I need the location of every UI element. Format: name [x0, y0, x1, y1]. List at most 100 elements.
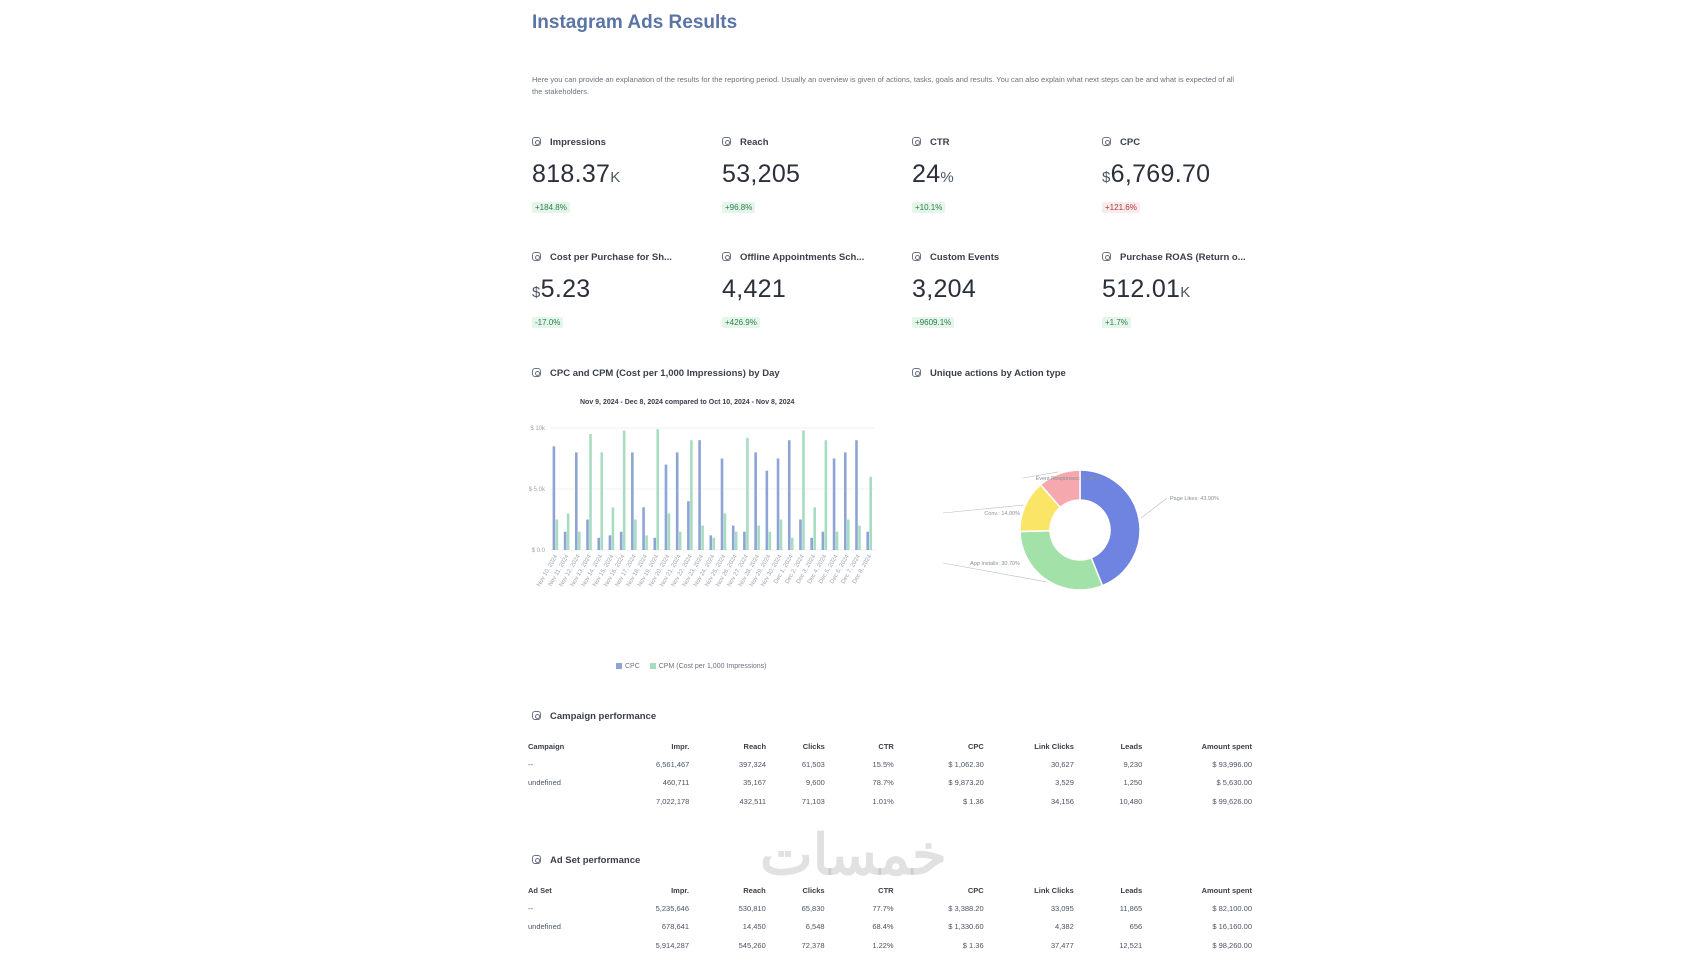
column-header[interactable]: Amount spent: [1201, 885, 1252, 895]
bar-cpm[interactable]: [746, 437, 749, 550]
bar-cpm[interactable]: [835, 531, 839, 550]
bar-cpc[interactable]: [821, 531, 825, 550]
kpi-label: Reach: [740, 137, 769, 148]
kpi-value: 24: [912, 160, 941, 188]
donut-slice-app-installs[interactable]: [1019, 529, 1104, 591]
bar-cpm[interactable]: [690, 440, 693, 550]
bar-cpc[interactable]: [631, 452, 634, 550]
bar-cpc[interactable]: [787, 440, 791, 550]
column-header[interactable]: Clicks: [802, 885, 825, 895]
column-header[interactable]: Leads: [1120, 885, 1143, 895]
column-header[interactable]: CTR: [878, 741, 894, 751]
bar-cpc[interactable]: [810, 537, 813, 550]
bar-cpm[interactable]: [779, 519, 783, 551]
bar-cpc[interactable]: [799, 519, 802, 551]
table-cell: --: [528, 903, 533, 913]
table-cell: 3,529: [1055, 778, 1074, 788]
bar-cpm[interactable]: [813, 507, 816, 550]
column-header[interactable]: Leads: [1120, 741, 1143, 751]
bar-cpc[interactable]: [653, 537, 657, 550]
legend-label-cpm: CPM (Cost per 1,000 Impressions): [658, 663, 767, 670]
bar-cpc[interactable]: [675, 452, 679, 550]
table-cell: 1,250: [1123, 778, 1143, 788]
bar-cpm[interactable]: [712, 537, 716, 550]
bar-cpm[interactable]: [701, 525, 704, 550]
bar-cpm[interactable]: [846, 519, 850, 551]
donut-slice-page-likes[interactable]: [1079, 469, 1141, 587]
column-header[interactable]: CTR: [878, 885, 894, 895]
column-header[interactable]: Link Clicks: [1034, 741, 1074, 751]
bar-cpm[interactable]: [757, 525, 760, 550]
bar-cpm[interactable]: [611, 507, 615, 550]
bar-cpm[interactable]: [790, 537, 794, 550]
kpi-card-ctr: CTR 24% +10.1%: [912, 137, 954, 215]
table-cell: $ 1,062.30: [948, 759, 984, 769]
bar-cpc[interactable]: [754, 452, 757, 550]
bar-cpm[interactable]: [645, 535, 648, 550]
bar-cpm[interactable]: [824, 440, 828, 550]
column-header[interactable]: CPC: [968, 741, 984, 751]
column-header[interactable]: Ad Set: [528, 885, 552, 895]
column-header[interactable]: Reach: [743, 741, 767, 751]
bar-cpc[interactable]: [642, 507, 645, 550]
bar-cpm[interactable]: [667, 513, 671, 550]
column-header[interactable]: Impr.: [671, 885, 689, 895]
bar-cpm[interactable]: [600, 452, 604, 550]
bar-cpm[interactable]: [566, 513, 570, 550]
table-row[interactable]: undefined 678,641 14,450 6,548 68.4% $ 1…: [524, 918, 1256, 937]
bar-cpc[interactable]: [720, 458, 724, 551]
column-header[interactable]: Reach: [743, 885, 766, 895]
bar-cpc[interactable]: [698, 440, 701, 550]
column-header[interactable]: Clicks: [802, 741, 825, 751]
bar-cpm[interactable]: [858, 525, 861, 550]
column-header[interactable]: Link Clicks: [1034, 885, 1074, 895]
donut-label: Event Responses: 11.40%: [1036, 476, 1101, 482]
donut-slice-event-responses[interactable]: [1039, 469, 1081, 509]
bar-cpc[interactable]: [731, 525, 735, 550]
table-row[interactable]: -- 5,235,646 530,810 65,830 77.7% $ 3,38…: [524, 899, 1256, 918]
bar-cpc[interactable]: [597, 537, 601, 550]
column-header[interactable]: Amount spent: [1201, 741, 1252, 751]
bar-cpc[interactable]: [552, 446, 556, 550]
instagram-icon: [722, 137, 731, 146]
instagram-icon: [912, 368, 921, 377]
kpi-card-cpc: CPC $6,769.70 +121.6%: [1102, 137, 1210, 215]
adset-performance-table: Ad Set Impr. Reach Clicks CTR CPC Link C…: [524, 881, 1256, 955]
bar-cpc[interactable]: [866, 531, 869, 550]
bar-cpm[interactable]: [869, 476, 872, 550]
table-row[interactable]: -- 6,561,467 397,324 61,503 15.5% $ 1,06…: [524, 755, 1256, 774]
column-header[interactable]: CPC: [967, 885, 984, 895]
bar-cpm[interactable]: [723, 513, 727, 550]
bar-cpc[interactable]: [608, 535, 612, 550]
bar-cpc[interactable]: [709, 535, 713, 550]
table-row[interactable]: undefined 460,711 35,167 9,600 78.7% $ 9…: [524, 774, 1256, 793]
bar-cpc[interactable]: [687, 501, 690, 550]
bar-cpc[interactable]: [664, 464, 668, 550]
bar-cpc[interactable]: [619, 531, 623, 550]
bar-cpc[interactable]: [563, 531, 567, 550]
bar-cpm[interactable]: [678, 531, 682, 550]
bar-cpc[interactable]: [843, 452, 847, 550]
column-header[interactable]: Impr.: [671, 741, 690, 751]
bar-cpc[interactable]: [586, 519, 589, 551]
bar-cpm[interactable]: [768, 531, 772, 550]
bar-cpm[interactable]: [656, 429, 660, 550]
bar-cpm[interactable]: [634, 519, 637, 551]
bar-cpc[interactable]: [776, 458, 780, 551]
bar-cpm[interactable]: [622, 430, 626, 550]
bar-cpc[interactable]: [765, 470, 769, 550]
bar-cpm[interactable]: [555, 519, 559, 551]
bar-cpc[interactable]: [832, 458, 836, 551]
bar-cpc[interactable]: [743, 531, 746, 550]
bar-cpc[interactable]: [575, 452, 578, 550]
bar-cpm[interactable]: [802, 430, 805, 550]
table-cell: $ 3,388.20: [948, 903, 984, 913]
bar-cpc[interactable]: [855, 440, 858, 550]
table-cell: 72,378: [801, 940, 825, 950]
bar-cpm[interactable]: [578, 531, 581, 550]
bar-cpm[interactable]: [734, 531, 738, 550]
table-cell: 12,521: [1119, 940, 1143, 950]
bar-cpm[interactable]: [589, 434, 592, 550]
table-cell: 65,830: [801, 903, 825, 913]
column-header[interactable]: Campaign: [528, 741, 565, 751]
